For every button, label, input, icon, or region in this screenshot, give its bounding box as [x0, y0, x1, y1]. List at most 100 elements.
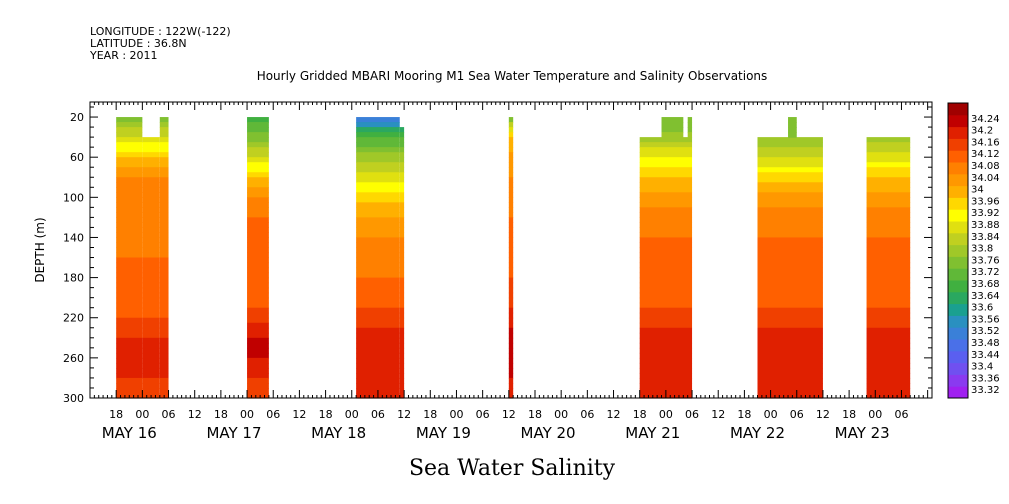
y-axis-label: DEPTH (m)	[33, 217, 47, 282]
data-segment	[866, 137, 911, 399]
salinity-cell	[757, 382, 823, 389]
salinity-cell	[247, 337, 269, 344]
plot-frame	[89, 101, 933, 399]
colorbar-label: 33.84	[971, 232, 1000, 243]
salinity-cell	[757, 257, 823, 264]
salinity-cell	[866, 342, 911, 349]
salinity-cell	[142, 172, 160, 178]
salinity-cell	[866, 167, 911, 173]
salinity-cell	[116, 382, 143, 389]
colorbar-frame	[947, 102, 969, 399]
salinity-cell	[508, 182, 514, 188]
salinity-cell	[757, 147, 823, 153]
salinity-cell	[116, 302, 143, 309]
salinity-cell	[142, 237, 160, 244]
salinity-cell	[247, 322, 269, 329]
salinity-cell	[142, 212, 160, 218]
salinity-cell	[639, 297, 693, 304]
salinity-cell	[142, 197, 160, 203]
salinity-cell	[116, 142, 143, 148]
x-tick-label: 12	[607, 408, 621, 421]
colorbar-label: 33.64	[971, 291, 1000, 302]
salinity-cell	[247, 317, 269, 324]
salinity-cell	[639, 227, 693, 234]
salinity-cell	[866, 387, 911, 394]
salinity-cell	[661, 122, 684, 128]
salinity-cell	[142, 382, 160, 389]
salinity-cell	[356, 352, 400, 359]
salinity-cell	[356, 252, 400, 259]
salinity-cell	[159, 237, 169, 244]
salinity-cell	[866, 272, 911, 279]
x-day-label: MAY 22	[730, 424, 785, 442]
salinity-cell	[159, 382, 169, 389]
salinity-cell	[142, 257, 160, 264]
salinity-cell	[159, 147, 169, 153]
salinity-cell	[639, 172, 693, 178]
salinity-cell	[639, 207, 693, 213]
salinity-cell	[399, 157, 405, 163]
salinity-cell	[142, 242, 160, 249]
colorbar-swatch	[948, 103, 968, 116]
salinity-cell	[159, 347, 169, 354]
x-tick-label: 00	[135, 408, 149, 421]
salinity-cell	[399, 127, 405, 133]
salinity-cell	[639, 372, 693, 379]
longitude-label: LONGITUDE : 122W(-122)	[90, 25, 231, 38]
salinity-cell	[116, 127, 143, 133]
salinity-cell	[142, 372, 160, 379]
salinity-cell	[159, 317, 169, 324]
salinity-cell	[399, 317, 405, 324]
salinity-cell	[399, 392, 405, 399]
salinity-cell	[508, 302, 514, 309]
salinity-cell	[399, 332, 405, 339]
salinity-cell	[142, 192, 160, 198]
salinity-cell	[508, 187, 514, 193]
salinity-cell	[399, 262, 405, 269]
salinity-cell	[639, 137, 693, 143]
salinity-cell	[356, 277, 400, 284]
salinity-cell	[399, 137, 405, 143]
salinity-cell	[866, 367, 911, 374]
salinity-cell	[866, 187, 911, 193]
salinity-cell	[508, 162, 514, 168]
salinity-cell	[757, 302, 823, 309]
salinity-cell	[866, 347, 911, 354]
salinity-cell	[399, 367, 405, 374]
salinity-cell	[866, 377, 911, 384]
salinity-cell	[159, 212, 169, 218]
salinity-cell	[661, 127, 684, 133]
salinity-cell	[639, 337, 693, 344]
salinity-cell	[866, 232, 911, 239]
salinity-cell	[116, 137, 143, 143]
salinity-cell	[866, 162, 911, 168]
salinity-cell	[687, 127, 693, 133]
salinity-cell	[159, 367, 169, 374]
salinity-cell	[639, 282, 693, 289]
salinity-cell	[866, 287, 911, 294]
salinity-cell	[159, 127, 169, 133]
salinity-cell	[142, 227, 160, 234]
x-axis-label: Sea Water Salinity	[409, 456, 616, 481]
salinity-cell	[866, 202, 911, 208]
salinity-cell	[356, 117, 400, 123]
salinity-cell	[356, 132, 400, 138]
salinity-cell	[757, 222, 823, 229]
salinity-cell	[116, 222, 143, 229]
salinity-cell	[116, 242, 143, 249]
salinity-cell	[356, 197, 400, 203]
salinity-cell	[508, 332, 514, 339]
salinity-cell	[159, 257, 169, 264]
salinity-cell	[142, 252, 160, 259]
salinity-cell	[116, 297, 143, 304]
salinity-cell	[639, 352, 693, 359]
salinity-cell	[788, 127, 797, 133]
salinity-cell	[247, 297, 269, 304]
salinity-cell	[356, 382, 400, 389]
y-tick-label: 300	[63, 392, 84, 405]
salinity-cell	[116, 372, 143, 379]
salinity-cell	[116, 352, 143, 359]
salinity-cell	[247, 312, 269, 319]
salinity-cell	[116, 292, 143, 299]
salinity-cell	[159, 337, 169, 344]
